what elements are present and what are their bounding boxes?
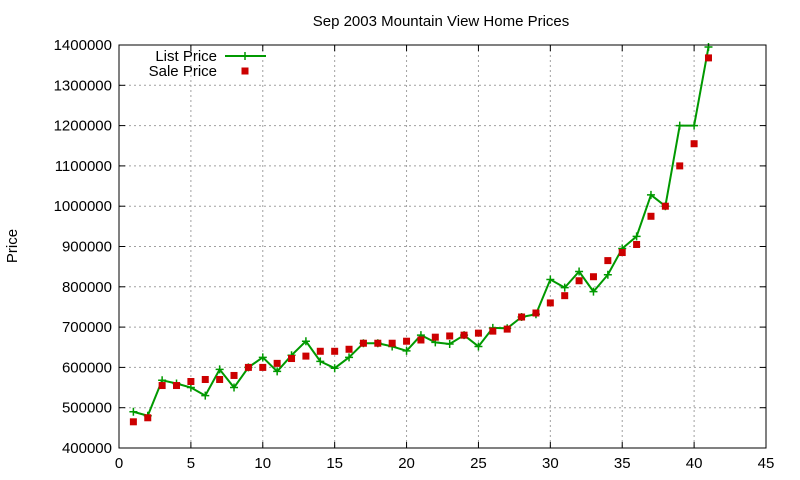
list-price-point — [273, 367, 282, 376]
sale-price-point — [273, 359, 281, 367]
sale-price-point — [345, 345, 353, 353]
list-price-point — [301, 337, 310, 346]
list-price-point — [704, 43, 713, 52]
list-price-point — [646, 190, 655, 199]
list-price-point — [690, 121, 699, 130]
sale-price-point — [259, 363, 267, 371]
sale-price-point — [388, 339, 396, 347]
list-price-point — [129, 407, 138, 416]
legend-label-list-price: List Price — [155, 48, 217, 65]
series — [129, 43, 713, 426]
y-tick-label: 800000 — [62, 279, 112, 296]
sale-price-point — [201, 375, 209, 383]
sale-price-point — [676, 162, 684, 170]
sale-price-point — [158, 382, 166, 390]
y-tick-label: 500000 — [62, 400, 112, 417]
list-price-point — [675, 121, 684, 130]
sale-price-point — [633, 240, 641, 248]
grid — [119, 45, 766, 448]
list-price-point — [215, 365, 224, 374]
sale-price-point — [129, 418, 137, 426]
x-tick-label: 15 — [326, 455, 343, 472]
sale-price-point — [230, 371, 238, 379]
sale-price-point — [704, 54, 712, 62]
sale-price-point — [187, 378, 195, 386]
y-tick-label: 900000 — [62, 239, 112, 256]
y-tick-label: 1100000 — [55, 158, 112, 175]
sale-price-point — [431, 333, 439, 341]
y-tick-label: 1200000 — [54, 118, 112, 135]
list-price-point — [546, 275, 555, 284]
sale-price-point — [316, 347, 324, 355]
sale-price-point — [331, 347, 339, 355]
sale-price-point — [618, 249, 626, 257]
list-price-point — [330, 364, 339, 373]
sale-price-point — [647, 212, 655, 220]
sale-price-point — [244, 363, 252, 371]
list-price-point — [474, 342, 483, 351]
tick-labels: 0 5 10 15 20 25 30 35 40 45 400000 500000 600000 7000… — [54, 37, 775, 472]
y-tick-label: 1000000 — [54, 198, 112, 215]
list-price-point — [316, 357, 325, 366]
sale-price-point — [518, 313, 526, 321]
sale-price-point — [359, 339, 367, 347]
sale-price-point — [690, 140, 698, 148]
list-price-point — [345, 353, 354, 362]
sale-price-point — [173, 382, 181, 390]
sale-price-point — [532, 309, 540, 317]
x-tick-label: 45 — [758, 455, 775, 472]
sale-price-point — [144, 414, 152, 422]
list-price-point — [258, 353, 267, 362]
sale-price-point — [216, 375, 224, 383]
list-price-point — [603, 270, 612, 279]
sale-price-point — [403, 337, 411, 345]
sale-price-point — [503, 325, 511, 333]
x-tick-label: 5 — [187, 455, 195, 472]
x-tick-label: 0 — [115, 455, 123, 472]
legend-marker-list-price — [241, 52, 249, 60]
sale-price-point — [474, 329, 482, 337]
x-tick-label: 40 — [686, 455, 703, 472]
sale-price-point — [302, 352, 310, 360]
chart-title: Sep 2003 Mountain View Home Prices — [313, 13, 570, 30]
list-price-point — [402, 346, 411, 355]
list-price-point — [632, 232, 641, 241]
plot-frame — [118, 44, 767, 449]
list-price-point — [230, 383, 239, 392]
list-price-point — [445, 340, 454, 349]
sale-price-point — [417, 336, 425, 344]
sale-price-point — [460, 331, 468, 339]
sale-price-point — [489, 327, 497, 335]
x-tick-label: 25 — [470, 455, 487, 472]
sale-price-point — [661, 202, 669, 210]
sale-price-point — [575, 277, 583, 285]
list-price-point — [560, 283, 569, 292]
y-axis-label: Price — [4, 229, 21, 263]
sale-price-point — [446, 332, 454, 340]
y-tick-label: 600000 — [62, 359, 112, 376]
list-price-point — [575, 267, 584, 276]
y-tick-label: 700000 — [62, 319, 112, 336]
y-tick-label: 1300000 — [54, 77, 112, 94]
legend-marker-sale-price — [241, 67, 249, 75]
sale-price-point — [589, 273, 597, 281]
x-tick-label: 35 — [614, 455, 631, 472]
x-tick-label: 20 — [398, 455, 415, 472]
sale-price-point — [561, 292, 569, 300]
y-tick-label: 1400000 — [54, 37, 112, 54]
legend-label-sale-price: Sale Price — [149, 63, 217, 80]
list-price-point — [589, 287, 598, 296]
list-price-point — [201, 391, 210, 400]
sale-price-point — [604, 257, 612, 265]
sale-price-point — [546, 299, 554, 307]
sale-price-point — [374, 339, 382, 347]
sale-price-point — [288, 355, 296, 363]
x-tick-label: 30 — [542, 455, 559, 472]
x-tick-label: 10 — [254, 455, 271, 472]
legend: List Price Sale Price — [149, 48, 266, 80]
y-tick-label: 400000 — [62, 440, 112, 457]
